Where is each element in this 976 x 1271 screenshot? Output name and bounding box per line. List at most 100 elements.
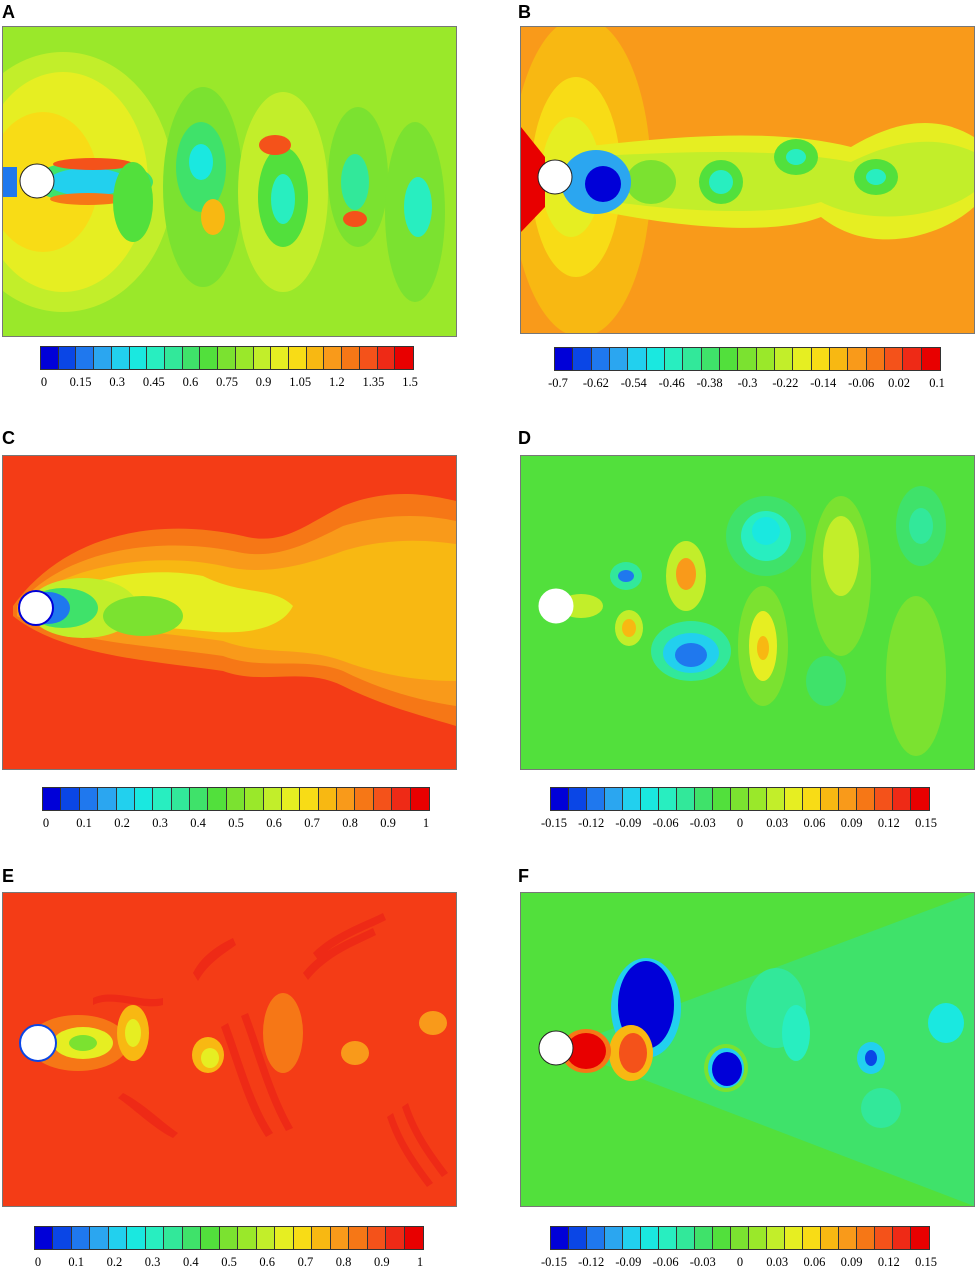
colorbar-cell [839,1227,857,1249]
colorbar-cell [821,1227,839,1249]
colorbar-tick-label: -0.06 [652,1255,679,1269]
colorbar-cell [111,347,130,369]
colorbar-tick-label: -0.03 [689,816,716,830]
colorbar-tick-label: 0.3 [152,816,168,830]
contour [341,154,369,210]
colorbar-cell [201,1227,220,1249]
colorbar-cell [591,348,610,370]
colorbar-tick-label: 0.6 [266,816,282,830]
colorbar-tick-label: 0 [40,375,48,389]
colorbar-cell [695,788,713,810]
colorbar-cell [767,1227,785,1249]
inlet-stagnation [3,167,17,197]
colorbar-tick-label: 0.5 [228,816,244,830]
colorbar-cell [386,1227,405,1249]
colorbar-tick-label: -0.38 [696,376,723,390]
contour [48,168,128,196]
colorbar-cell [731,1227,749,1249]
contour [259,135,291,155]
colorbar-cell [271,347,289,369]
colorbar-cell [701,348,720,370]
contour [757,636,769,660]
stagnation [521,127,545,232]
colorbar-cell [659,1227,677,1249]
contour [103,596,183,636]
colorbar-cell [677,788,695,810]
colorbar-cell [555,348,574,370]
colorbar-cell [720,348,739,370]
colorbar-tick-label: 0.9 [380,816,396,830]
colorbar-tick-label: 0.45 [142,375,165,389]
contour [675,643,707,667]
colorbar-cell [147,347,165,369]
colorbar-cell [116,788,135,810]
colorbar-ticks-a: 0 0.15 0.3 0.45 0.6 0.75 0.9 1.05 1.2 1.35 1.5 [40,375,418,391]
colorbar-tick-label: 1.2 [328,375,345,389]
contour [618,570,634,582]
contour [419,1011,447,1035]
colorbar-tick-label: -0.14 [810,376,837,390]
colorbar-cell [830,348,849,370]
colorbar-tick-label: -0.06 [848,376,875,390]
colorbar-tick-label: 0.9 [255,375,272,389]
colorbar-tick-label: -0.62 [582,376,609,390]
colorbar-cell [404,1227,423,1249]
colorbar-tick-label: 0.12 [877,1255,900,1269]
streak-bands [93,913,448,1187]
colorbar-tick-label: -0.03 [689,1255,716,1269]
contour [201,199,225,235]
colorbar-tick-label: 0.7 [304,816,320,830]
colorbar-cell [300,788,319,810]
contour-field-d [520,455,975,770]
contour [53,158,133,170]
colorbar-cell [587,1227,605,1249]
colorbar-cell [153,788,172,810]
colorbar-tick-label: 0 [42,816,50,830]
colorbar-cell [377,347,396,369]
colorbar-cell [90,1227,109,1249]
contour [113,162,153,242]
colorbar-cell [738,348,757,370]
cylinder [538,588,574,624]
contour [201,1048,219,1068]
colorbar-cell [337,788,356,810]
panel-label-f: F [518,866,529,886]
colorbar-cell [263,788,282,810]
colorbar-cell [190,788,209,810]
colorbar-cell [367,1227,387,1249]
contour [709,170,733,194]
colorbar-cell [41,347,59,369]
colorbar-tick-label: 0.1 [68,1255,84,1269]
colorbar-cell [646,348,665,370]
colorbar-c [42,787,430,811]
colorbar-cell [848,348,867,370]
cylinder [19,163,55,199]
colorbar-tick-label: 0.4 [182,1255,199,1269]
colorbar-tick-label: 0.15 [69,375,92,389]
colorbar-tick-label: 0 [34,1255,42,1269]
colorbar-tick-label: 0.03 [766,1255,789,1269]
colorbar-cell [866,348,885,370]
colorbar-ticks-e: 0 0.1 0.2 0.3 0.4 0.5 0.6 0.7 0.8 0.9 1 [34,1255,424,1271]
colorbar-tick-label: -0.12 [578,816,605,830]
colorbar-cell [293,1227,313,1249]
contour [125,1019,141,1047]
colorbar-cell [731,788,749,810]
contour [343,211,367,227]
colorbar-tick-label: 1.35 [362,375,385,389]
colorbar-tick-label: 0.1 [929,376,945,390]
colorbar-tick-label: 0.7 [297,1255,314,1269]
colorbar-cell [218,347,236,369]
contour [861,1088,901,1128]
panel-label-b: B [518,2,531,22]
colorbar-tick-label: 0.5 [221,1255,237,1269]
colorbar-cell [349,1227,368,1249]
colorbar-cell [373,788,393,810]
colorbar-cell [61,788,80,810]
contour [823,516,859,596]
colorbar-cell [226,788,246,810]
colorbar-cell [43,788,62,810]
contour [909,508,933,544]
colorbar-cell [355,788,374,810]
colorbar-cell [312,1227,331,1249]
